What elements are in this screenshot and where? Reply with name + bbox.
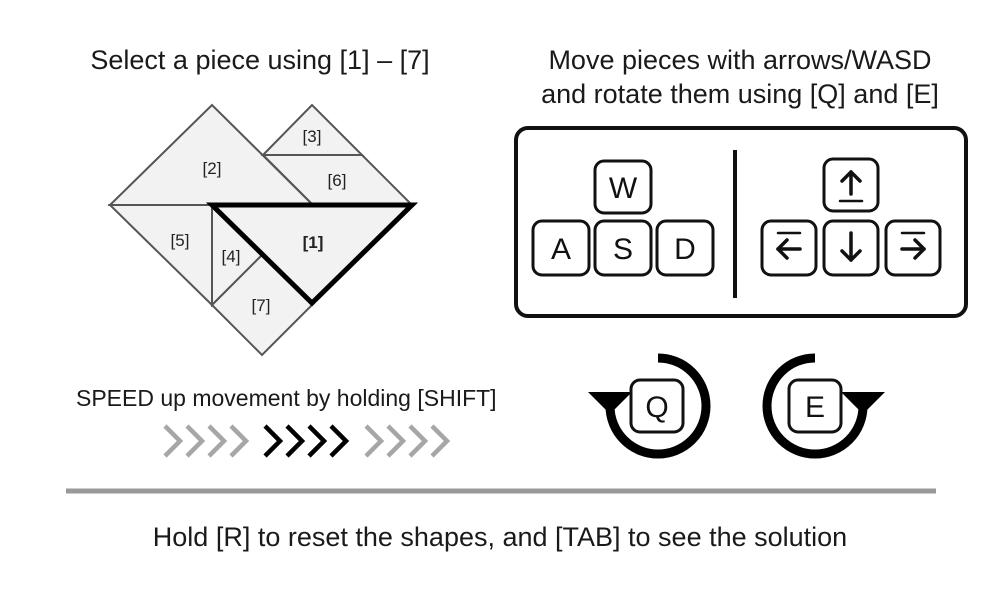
key-right-arrow[interactable]: [884, 219, 942, 277]
key-left-arrow[interactable]: [760, 219, 818, 277]
chevron-group-light-right: [364, 424, 451, 458]
up-arrow-icon: [838, 170, 864, 203]
rotate-ccw-indicator: Q: [588, 353, 711, 459]
move-rotate-instruction: Move pieces with arrows/WASD and rotate …: [490, 43, 990, 111]
rotate-cw-arrowhead: [841, 392, 885, 414]
rotate-ccw-arrowhead: [588, 392, 632, 414]
tangram-piece-5-label: [5]: [171, 231, 190, 250]
tangram-piece-1[interactable]: [205, 202, 419, 307]
tangram-piece-7-label: [7]: [252, 296, 271, 315]
right-arrow-icon: [900, 231, 926, 260]
key-up-arrow[interactable]: [822, 157, 880, 213]
keyboard-panel: W A S D: [514, 126, 968, 318]
key-q[interactable]: Q: [629, 378, 685, 434]
chevron-group-light-left: [163, 424, 250, 458]
key-e-label: E: [805, 391, 825, 424]
move-instruction-line-1: Move pieces with arrows/WASD: [548, 45, 932, 75]
key-a[interactable]: A: [531, 219, 591, 277]
down-arrow-icon: [840, 231, 862, 262]
chevron-group-dark: [263, 424, 350, 458]
rotate-cw-arrow-icon: [762, 353, 868, 459]
select-piece-instruction: Select a piece using [1] – [7]: [90, 45, 430, 75]
tangram-puzzle: [2] [3] [6] [5] [4] [7] [1]: [107, 103, 419, 357]
reset-solution-instruction: Hold [R] to reset the shapes, and [TAB] …: [152, 522, 848, 552]
move-instruction-line-2: and rotate them using [Q] and [E]: [541, 79, 939, 109]
tangram-piece-4-label: [4]: [222, 247, 241, 266]
tangram-piece-3-label: [3]: [303, 127, 322, 146]
rotate-cw-indicator: E: [762, 353, 885, 459]
key-e[interactable]: E: [787, 378, 843, 434]
key-down-arrow[interactable]: [822, 219, 880, 277]
speed-instruction: SPEED up movement by holding [SHIFT]: [76, 385, 497, 411]
tangram-piece-6-label: [6]: [328, 171, 347, 190]
rotate-ccw-arrow-icon: [605, 353, 711, 459]
key-w-label: W: [609, 172, 638, 205]
key-d[interactable]: D: [655, 219, 715, 277]
key-d-label: D: [674, 233, 696, 266]
key-s[interactable]: S: [593, 219, 653, 277]
key-s-label: S: [613, 233, 633, 266]
tangram-piece-2-label: [2]: [203, 159, 222, 178]
tangram-piece-1-label: [1]: [303, 233, 324, 252]
key-a-label: A: [551, 233, 571, 266]
tangram-piece-5[interactable]: [107, 204, 213, 308]
left-arrow-icon: [776, 231, 802, 260]
speed-chevrons: [163, 424, 451, 458]
key-w[interactable]: W: [593, 159, 653, 215]
key-q-label: Q: [645, 391, 668, 424]
